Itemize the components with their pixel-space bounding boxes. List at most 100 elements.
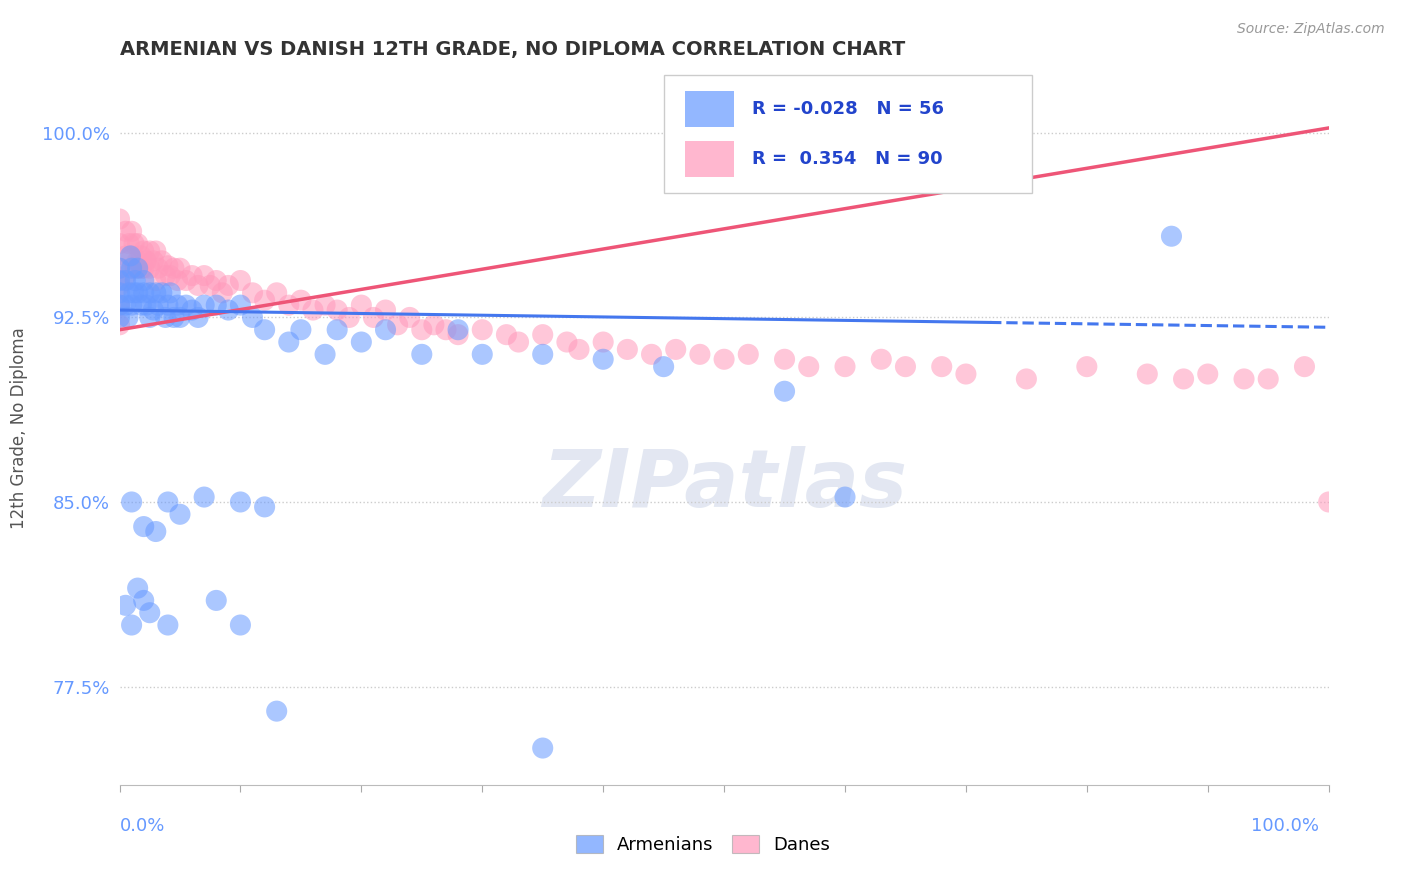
FancyBboxPatch shape (685, 91, 734, 127)
Point (132, 285, 155, 300)
Point (217, 303, 239, 318)
Point (205, 273, 228, 287)
Point (108, 261, 131, 276)
Point (531, 741, 554, 756)
Point (108, 298, 131, 312)
Point (797, 359, 820, 374)
Point (138, 285, 162, 300)
Point (277, 334, 299, 349)
Point (132, 261, 155, 276)
Y-axis label: 12th Grade, No Diploma: 12th Grade, No Diploma (10, 327, 28, 529)
Point (142, 253, 165, 268)
FancyBboxPatch shape (664, 75, 1032, 193)
Point (205, 593, 228, 607)
Point (138, 606, 162, 620)
Point (1015, 372, 1038, 386)
Point (114, 249, 136, 263)
Legend: Armenians, Danes: Armenians, Danes (567, 826, 839, 863)
Point (374, 323, 396, 337)
Point (689, 347, 711, 361)
Point (302, 303, 325, 318)
Point (229, 618, 252, 632)
Point (229, 273, 252, 287)
Point (138, 244, 162, 258)
Point (127, 261, 149, 276)
Point (337, 310, 360, 325)
Point (108, 273, 131, 287)
Point (145, 244, 167, 258)
Point (156, 495, 179, 509)
Point (834, 490, 856, 504)
Point (290, 323, 312, 337)
Point (229, 298, 252, 312)
Point (187, 278, 209, 293)
Point (531, 347, 554, 361)
Point (363, 310, 385, 325)
Point (159, 268, 181, 283)
Point (121, 224, 143, 238)
Point (108, 278, 131, 293)
Point (326, 323, 349, 337)
Point (174, 273, 197, 287)
Point (894, 359, 917, 374)
Point (108, 261, 131, 276)
Point (166, 298, 188, 312)
Point (411, 323, 433, 337)
Point (193, 268, 215, 283)
Point (350, 298, 373, 312)
Point (108, 212, 131, 227)
FancyBboxPatch shape (685, 141, 734, 177)
Point (1257, 372, 1279, 386)
Point (145, 524, 167, 539)
Point (181, 268, 204, 283)
Point (163, 261, 186, 276)
Point (121, 249, 143, 263)
Point (132, 244, 155, 258)
Point (118, 285, 141, 300)
Point (114, 224, 136, 238)
Point (713, 352, 735, 367)
Point (156, 259, 179, 273)
Text: R = -0.028   N = 56: R = -0.028 N = 56 (752, 100, 943, 118)
Point (155, 310, 177, 325)
Point (200, 278, 222, 293)
Point (314, 298, 336, 312)
Point (169, 261, 191, 276)
Point (124, 261, 146, 276)
Point (242, 310, 264, 325)
Point (122, 285, 145, 300)
Point (187, 310, 209, 325)
Point (411, 347, 433, 361)
Point (155, 268, 177, 283)
Point (592, 352, 614, 367)
Point (447, 327, 470, 342)
Point (253, 293, 276, 308)
Point (374, 303, 396, 318)
Point (1136, 367, 1159, 381)
Point (132, 273, 155, 287)
Point (114, 273, 136, 287)
Point (129, 249, 152, 263)
Point (266, 704, 288, 718)
Point (132, 519, 155, 533)
Point (127, 236, 149, 251)
Point (495, 327, 517, 342)
Point (156, 298, 179, 312)
Point (145, 285, 167, 300)
Text: 0.0%: 0.0% (120, 817, 165, 835)
Point (592, 334, 614, 349)
Point (114, 268, 136, 283)
Text: ARMENIAN VS DANISH 12TH GRADE, NO DIPLOMA CORRELATION CHART: ARMENIAN VS DANISH 12TH GRADE, NO DIPLOM… (120, 39, 904, 59)
Point (870, 352, 893, 367)
Point (931, 359, 953, 374)
Point (120, 249, 142, 263)
Point (531, 327, 554, 342)
Point (737, 347, 759, 361)
Point (1076, 359, 1098, 374)
Point (121, 298, 143, 312)
Point (127, 285, 149, 300)
Point (471, 323, 494, 337)
Text: 100.0%: 100.0% (1251, 817, 1319, 835)
Point (108, 236, 131, 251)
Point (423, 318, 446, 332)
